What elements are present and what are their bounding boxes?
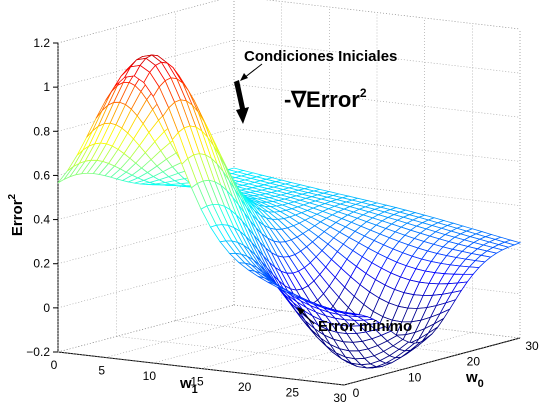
x-grid-line (153, 315, 330, 364)
x-grid-line (200, 321, 378, 369)
x-grid-line (57, 304, 235, 353)
y-tick-label: 30 (525, 339, 539, 353)
y-tick-label: 10 (408, 370, 422, 384)
x-tick-label: 0 (51, 358, 58, 372)
z-grid-line (233, 83, 521, 118)
surface-cell (334, 310, 350, 314)
z-axis-label: Error2 (7, 193, 26, 236)
z-tick-label: 0 (43, 301, 50, 315)
x-tick-label: 25 (286, 386, 300, 400)
z-tick-label: 1 (43, 80, 50, 94)
annotation-initial-arrow (243, 63, 263, 79)
x-grid-line (296, 332, 473, 380)
annotation-gradient: -∇Error2 (284, 86, 367, 112)
x-tick-label: 30 (333, 391, 347, 405)
x-grid-line (343, 337, 521, 386)
x-grid-line (248, 326, 425, 375)
x-tick-label: 20 (238, 380, 252, 394)
z-grid-line (57, 39, 235, 88)
z-grid-line (57, 0, 221, 44)
annotation-minimum-arrow (301, 311, 315, 325)
z-tick-label: 0.2 (33, 257, 50, 271)
x-tick-label: 10 (143, 369, 157, 383)
y-tick-label: 0 (353, 386, 360, 400)
z-tick-label: 0.8 (33, 124, 50, 138)
z-tick-label: 1.2 (33, 36, 50, 50)
z-grid-line (57, 83, 235, 132)
x-tick-label: 15 (190, 375, 204, 389)
y-tick-label: 20 (467, 355, 481, 369)
box-edge (57, 0, 221, 44)
x-grid-line (105, 310, 282, 358)
z-tick-label: 0.6 (33, 168, 50, 182)
annotation-minimum-arrowhead (297, 307, 305, 315)
annotation-minimum: Error mínimo (318, 318, 412, 335)
gradient-arrow (234, 80, 249, 124)
annotation-initial-arrowhead (240, 73, 248, 81)
z-grid-line (57, 172, 235, 220)
z-tick-label: 0.4 (33, 213, 50, 227)
x-tick-label: 5 (98, 364, 105, 378)
y-axis-label: w0 (465, 369, 484, 390)
z-grid-line (57, 216, 235, 265)
annotation-initial-conditions: Condiciones Iniciales (244, 48, 397, 65)
surface-mesh (57, 54, 522, 369)
z-tick-label: −0.2 (26, 345, 50, 359)
x-axis-label: w1 (179, 375, 198, 396)
z-grid-line (57, 260, 235, 309)
